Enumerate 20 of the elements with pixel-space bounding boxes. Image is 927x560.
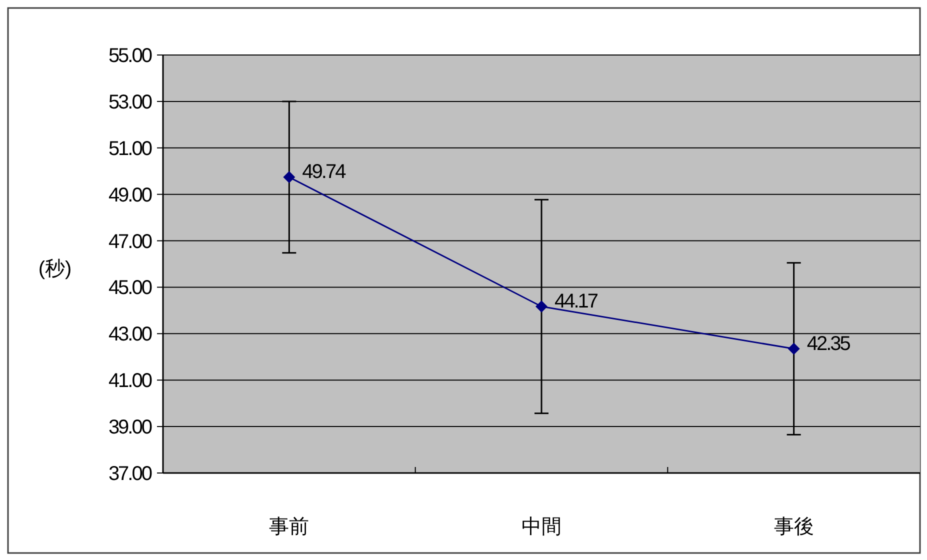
data-label: 42.35 bbox=[806, 332, 851, 355]
y-tick-label: 53.00 bbox=[108, 91, 152, 114]
y-tick-label: 47.00 bbox=[108, 230, 152, 253]
y-tick-label: 43.00 bbox=[108, 324, 152, 346]
y-tick-label: 55.00 bbox=[108, 45, 152, 67]
y-tick-label: 49.00 bbox=[108, 184, 152, 206]
data-label: 44.17 bbox=[554, 290, 598, 312]
x-tick-label: 事後 bbox=[774, 516, 814, 538]
y-tick-label: 51.00 bbox=[108, 138, 152, 160]
x-tick-label: 中間 bbox=[522, 516, 562, 538]
y-tick-label: 41.00 bbox=[108, 370, 152, 392]
y-axis-title: (秒) bbox=[38, 258, 72, 280]
y-tick-label: 45.00 bbox=[108, 277, 152, 300]
x-tick-label: 事前 bbox=[269, 516, 310, 538]
point bbox=[283, 171, 296, 184]
point bbox=[788, 342, 800, 355]
point bbox=[536, 300, 548, 312]
data-label: 49.74 bbox=[302, 161, 346, 184]
y-tick-label: 39.00 bbox=[108, 416, 152, 439]
y-tick-label: 37.00 bbox=[108, 463, 152, 485]
